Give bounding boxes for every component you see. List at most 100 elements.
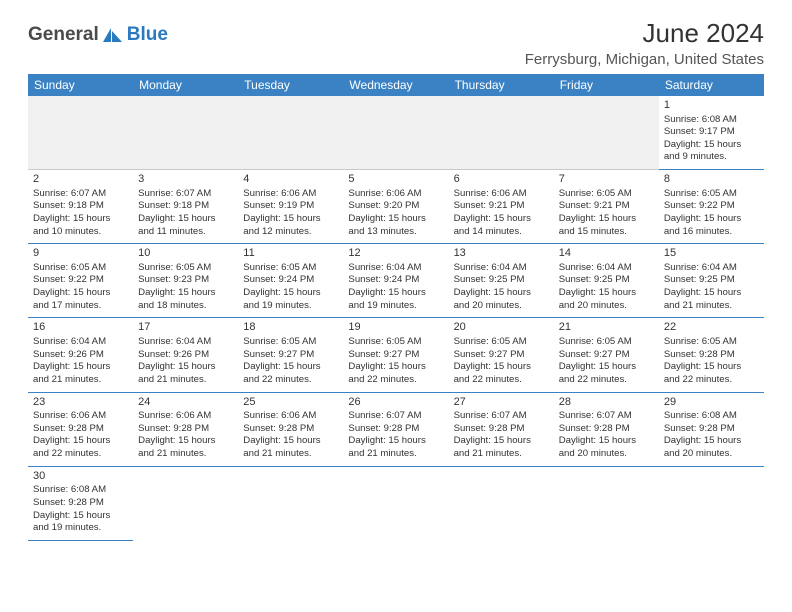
sunrise-text: Sunrise: 6:08 AM xyxy=(664,114,759,127)
sunset-text: Sunset: 9:28 PM xyxy=(664,423,759,436)
daylight-text: Daylight: 15 hours xyxy=(664,287,759,300)
sunset-text: Sunset: 9:27 PM xyxy=(454,349,549,362)
sunset-text: Sunset: 9:28 PM xyxy=(138,423,233,436)
day-cell: 20Sunrise: 6:05 AMSunset: 9:27 PMDayligh… xyxy=(449,318,554,392)
daylight-text: Daylight: 15 hours xyxy=(33,510,128,523)
day-number: 1 xyxy=(664,98,759,113)
daylight-text: and 12 minutes. xyxy=(243,226,338,239)
sunset-text: Sunset: 9:28 PM xyxy=(664,349,759,362)
daylight-text: Daylight: 15 hours xyxy=(559,287,654,300)
daylight-text: and 21 minutes. xyxy=(138,448,233,461)
daylight-text: and 9 minutes. xyxy=(664,151,759,164)
day-cell: 28Sunrise: 6:07 AMSunset: 9:28 PMDayligh… xyxy=(554,392,659,466)
sunrise-text: Sunrise: 6:05 AM xyxy=(33,262,128,275)
daylight-text: Daylight: 15 hours xyxy=(243,435,338,448)
day-number: 12 xyxy=(348,246,443,261)
sunset-text: Sunset: 9:24 PM xyxy=(243,274,338,287)
sunrise-text: Sunrise: 6:06 AM xyxy=(454,188,549,201)
day-cell: 13Sunrise: 6:04 AMSunset: 9:25 PMDayligh… xyxy=(449,244,554,318)
day-cell: 6Sunrise: 6:06 AMSunset: 9:21 PMDaylight… xyxy=(449,170,554,244)
sunset-text: Sunset: 9:18 PM xyxy=(33,200,128,213)
sunrise-text: Sunrise: 6:06 AM xyxy=(33,410,128,423)
sunset-text: Sunset: 9:24 PM xyxy=(348,274,443,287)
daylight-text: Daylight: 15 hours xyxy=(348,435,443,448)
daylight-text: Daylight: 15 hours xyxy=(664,139,759,152)
daylight-text: and 19 minutes. xyxy=(33,522,128,535)
daylight-text: and 20 minutes. xyxy=(664,448,759,461)
day-number: 27 xyxy=(454,395,549,410)
daylight-text: Daylight: 15 hours xyxy=(243,361,338,374)
brand-logo: General Blue xyxy=(28,18,168,46)
day-cell: 27Sunrise: 6:07 AMSunset: 9:28 PMDayligh… xyxy=(449,392,554,466)
daylight-text: and 14 minutes. xyxy=(454,226,549,239)
day-number: 9 xyxy=(33,246,128,261)
daylight-text: Daylight: 15 hours xyxy=(33,435,128,448)
day-cell: 4Sunrise: 6:06 AMSunset: 9:19 PMDaylight… xyxy=(238,170,343,244)
day-cell: 9Sunrise: 6:05 AMSunset: 9:22 PMDaylight… xyxy=(28,244,133,318)
sunrise-text: Sunrise: 6:08 AM xyxy=(664,410,759,423)
daylight-text: and 22 minutes. xyxy=(243,374,338,387)
day-cell: 21Sunrise: 6:05 AMSunset: 9:27 PMDayligh… xyxy=(554,318,659,392)
daylight-text: Daylight: 15 hours xyxy=(454,213,549,226)
sunrise-text: Sunrise: 6:06 AM xyxy=(243,188,338,201)
sunrise-text: Sunrise: 6:05 AM xyxy=(664,336,759,349)
sunrise-text: Sunrise: 6:05 AM xyxy=(138,262,233,275)
daylight-text: and 21 minutes. xyxy=(664,300,759,313)
day-number: 19 xyxy=(348,320,443,335)
sunset-text: Sunset: 9:20 PM xyxy=(348,200,443,213)
daylight-text: and 17 minutes. xyxy=(33,300,128,313)
day-cell xyxy=(28,96,133,170)
day-number: 28 xyxy=(559,395,654,410)
sunset-text: Sunset: 9:27 PM xyxy=(243,349,338,362)
day-number: 14 xyxy=(559,246,654,261)
col-sunday: Sunday xyxy=(28,74,133,96)
day-cell: 19Sunrise: 6:05 AMSunset: 9:27 PMDayligh… xyxy=(343,318,448,392)
daylight-text: Daylight: 15 hours xyxy=(138,435,233,448)
sunrise-text: Sunrise: 6:04 AM xyxy=(138,336,233,349)
daylight-text: and 13 minutes. xyxy=(348,226,443,239)
sunset-text: Sunset: 9:23 PM xyxy=(138,274,233,287)
day-number: 26 xyxy=(348,395,443,410)
daylight-text: and 20 minutes. xyxy=(559,300,654,313)
sunrise-text: Sunrise: 6:05 AM xyxy=(559,188,654,201)
day-number: 3 xyxy=(138,172,233,187)
daylight-text: Daylight: 15 hours xyxy=(559,435,654,448)
sunset-text: Sunset: 9:19 PM xyxy=(243,200,338,213)
sunrise-text: Sunrise: 6:04 AM xyxy=(664,262,759,275)
daylight-text: Daylight: 15 hours xyxy=(664,361,759,374)
daylight-text: Daylight: 15 hours xyxy=(454,361,549,374)
day-cell: 16Sunrise: 6:04 AMSunset: 9:26 PMDayligh… xyxy=(28,318,133,392)
daylight-text: Daylight: 15 hours xyxy=(138,287,233,300)
day-number: 13 xyxy=(454,246,549,261)
sunrise-text: Sunrise: 6:04 AM xyxy=(559,262,654,275)
day-cell: 17Sunrise: 6:04 AMSunset: 9:26 PMDayligh… xyxy=(133,318,238,392)
header: General Blue June 2024 Ferrysburg, Michi… xyxy=(28,18,764,68)
daylight-text: and 22 minutes. xyxy=(33,448,128,461)
day-cell xyxy=(133,96,238,170)
calendar-table: Sunday Monday Tuesday Wednesday Thursday… xyxy=(28,74,764,541)
page-title: June 2024 xyxy=(525,18,764,49)
day-cell xyxy=(554,96,659,170)
day-number: 20 xyxy=(454,320,549,335)
week-row: 16Sunrise: 6:04 AMSunset: 9:26 PMDayligh… xyxy=(28,318,764,392)
brand-name-2: Blue xyxy=(127,24,168,46)
sunset-text: Sunset: 9:22 PM xyxy=(664,200,759,213)
day-cell: 14Sunrise: 6:04 AMSunset: 9:25 PMDayligh… xyxy=(554,244,659,318)
day-cell: 7Sunrise: 6:05 AMSunset: 9:21 PMDaylight… xyxy=(554,170,659,244)
daylight-text: Daylight: 15 hours xyxy=(348,287,443,300)
sunset-text: Sunset: 9:25 PM xyxy=(454,274,549,287)
col-monday: Monday xyxy=(133,74,238,96)
daylight-text: and 22 minutes. xyxy=(559,374,654,387)
sunset-text: Sunset: 9:25 PM xyxy=(559,274,654,287)
day-number: 18 xyxy=(243,320,338,335)
day-cell: 18Sunrise: 6:05 AMSunset: 9:27 PMDayligh… xyxy=(238,318,343,392)
day-cell: 29Sunrise: 6:08 AMSunset: 9:28 PMDayligh… xyxy=(659,392,764,466)
daylight-text: Daylight: 15 hours xyxy=(348,361,443,374)
week-row: 9Sunrise: 6:05 AMSunset: 9:22 PMDaylight… xyxy=(28,244,764,318)
sunset-text: Sunset: 9:22 PM xyxy=(33,274,128,287)
day-cell xyxy=(449,466,554,540)
daylight-text: and 21 minutes. xyxy=(33,374,128,387)
daylight-text: and 18 minutes. xyxy=(138,300,233,313)
sunrise-text: Sunrise: 6:07 AM xyxy=(138,188,233,201)
daylight-text: Daylight: 15 hours xyxy=(454,287,549,300)
